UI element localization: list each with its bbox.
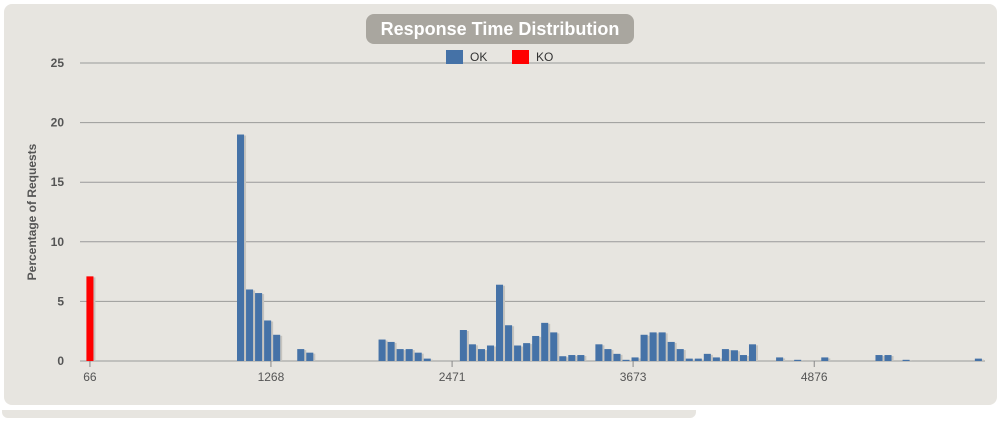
bar-ok[interactable] xyxy=(405,349,413,361)
bar-ok[interactable] xyxy=(423,358,431,361)
bar-ok[interactable] xyxy=(640,334,648,361)
bar-ok[interactable] xyxy=(776,357,784,361)
bar-ok[interactable] xyxy=(631,357,639,361)
bar-ok[interactable] xyxy=(255,293,263,361)
bar-ok[interactable] xyxy=(821,357,829,361)
bar-ok[interactable] xyxy=(532,335,540,361)
bar-ok[interactable] xyxy=(884,355,892,361)
bar-ok[interactable] xyxy=(613,353,621,361)
y-axis-label: Percentage of Requests xyxy=(25,143,39,280)
chart-title: Response Time Distribution xyxy=(366,14,634,44)
bar-ok[interactable] xyxy=(414,352,422,361)
y-tick-label: 20 xyxy=(51,116,65,130)
legend-label-ko: KO xyxy=(536,50,554,64)
bar-ok[interactable] xyxy=(649,332,657,361)
x-tick-label: 2471 xyxy=(439,370,466,384)
legend-swatch-ok xyxy=(446,50,463,64)
bar-ok[interactable] xyxy=(237,134,245,361)
bar-ok[interactable] xyxy=(505,325,513,361)
bar-ok[interactable] xyxy=(297,349,305,361)
bar-ok[interactable] xyxy=(264,320,272,361)
y-tick-label: 0 xyxy=(57,354,64,368)
y-tick-label: 10 xyxy=(51,235,65,249)
bar-ok[interactable] xyxy=(794,359,802,361)
x-tick-label: 4876 xyxy=(801,370,828,384)
bar-ok[interactable] xyxy=(496,284,504,361)
bar-ok[interactable] xyxy=(676,349,684,361)
bar-ok[interactable] xyxy=(468,344,476,361)
legend-item-ko[interactable]: KO xyxy=(512,49,572,65)
bar-ok[interactable] xyxy=(730,350,738,361)
x-axis-ticks: 66 1268 2471 3673 4876 xyxy=(83,361,828,384)
bar-ok[interactable] xyxy=(514,345,522,361)
bar-ok[interactable] xyxy=(748,344,757,361)
bar-ok[interactable] xyxy=(550,332,558,361)
legend-item-ok[interactable]: OK xyxy=(446,49,506,65)
y-tick-label: 15 xyxy=(51,175,65,189)
bar-ok[interactable] xyxy=(273,334,281,361)
bar-ok[interactable] xyxy=(306,352,314,361)
gridlines xyxy=(80,62,985,362)
bar-ok[interactable] xyxy=(622,359,630,361)
bar-ok[interactable] xyxy=(568,355,576,361)
bar-ok[interactable] xyxy=(974,358,982,361)
bar-ok[interactable] xyxy=(703,353,711,361)
bar-ok[interactable] xyxy=(658,332,666,361)
bar-ok[interactable] xyxy=(559,356,567,361)
bar-ok[interactable] xyxy=(387,341,395,361)
bar-ko[interactable] xyxy=(86,276,94,361)
bar-ok[interactable] xyxy=(459,330,467,361)
bar-ok[interactable] xyxy=(577,355,585,361)
bar-ok[interactable] xyxy=(712,357,720,361)
bar-ok[interactable] xyxy=(396,349,404,361)
y-tick-label: 25 xyxy=(51,56,65,70)
x-tick-label: 3673 xyxy=(620,370,647,384)
bar-ok[interactable] xyxy=(721,349,729,361)
legend-label-ok: OK xyxy=(470,50,488,64)
bar-ok[interactable] xyxy=(523,343,531,361)
bar-ok[interactable] xyxy=(667,341,675,361)
legend-swatch-ko xyxy=(512,50,529,64)
bar-ok[interactable] xyxy=(378,339,386,361)
bar-ok[interactable] xyxy=(875,355,883,361)
bar-ok[interactable] xyxy=(604,349,612,361)
y-tick-label: 5 xyxy=(57,294,64,308)
bar-ok[interactable] xyxy=(486,345,495,361)
bar-ok[interactable] xyxy=(685,358,693,361)
bars xyxy=(86,134,984,361)
bar-ok[interactable] xyxy=(246,289,254,361)
bar-ok[interactable] xyxy=(739,355,747,361)
bar-ok[interactable] xyxy=(694,358,702,361)
y-axis-ticks: 0 5 10 15 20 25 xyxy=(51,56,65,368)
bar-ok[interactable] xyxy=(902,359,910,361)
panel-footer-bar xyxy=(2,410,696,418)
x-tick-label: 1268 xyxy=(258,370,285,384)
bar-ok[interactable] xyxy=(595,344,603,361)
bar-ok[interactable] xyxy=(477,349,485,361)
bar-ok[interactable] xyxy=(541,322,549,361)
x-tick-label: 66 xyxy=(83,370,97,384)
